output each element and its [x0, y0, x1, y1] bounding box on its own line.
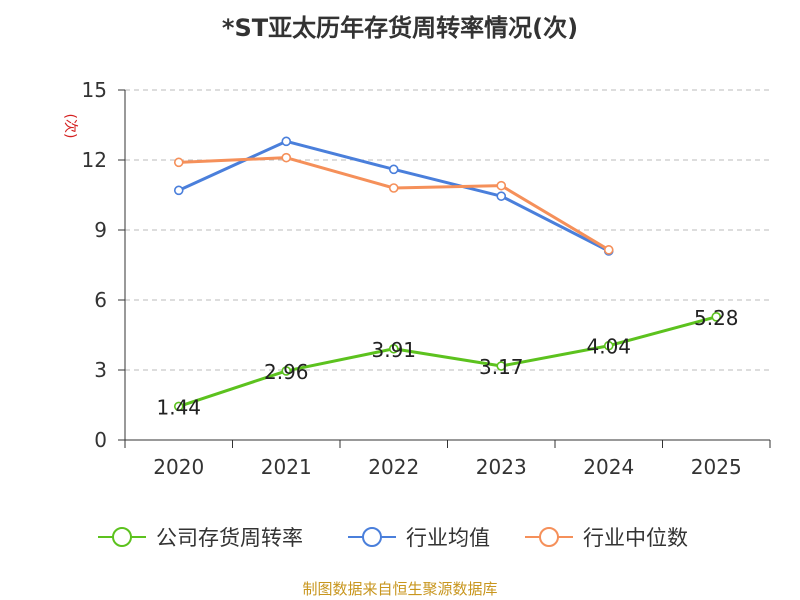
data-labels: 1.44 2.96 3.91 3.17 4.04 5.28 — [156, 306, 738, 420]
series-0-point-2024 — [603, 340, 614, 351]
series-0-data-label-2025: 5.28 — [694, 306, 739, 330]
series-2-point-2020 — [173, 157, 184, 168]
series-2-point-2022 — [388, 183, 399, 193]
series-1-point-2021 — [281, 136, 292, 147]
y-tick-label-12: 12 — [82, 148, 107, 172]
series-0-data-label-2020: 1.44 — [156, 395, 201, 419]
series-0-data-label-2022: 3.91 — [371, 338, 416, 362]
y-axis-unit-label: (次) — [62, 114, 78, 139]
x-tick-label-2023: 2023 — [476, 455, 527, 479]
series-1-line — [178, 139, 610, 253]
axes: 0 3 6 9 12 15 2020 2021 2022 2023 2024 2025 (次) — [62, 78, 771, 479]
legend-label-2: 行业中位数 — [583, 526, 688, 550]
legend: 公司存货周转率 行业均值 行业中位数 — [98, 526, 688, 550]
x-tick-label-2022: 2022 — [368, 455, 419, 479]
y-tick-label-15: 15 — [82, 78, 107, 102]
x-tick-label-2021: 2021 — [261, 455, 312, 479]
legend-marker-1 — [362, 527, 382, 547]
x-tick-label-2025: 2025 — [691, 455, 742, 479]
y-tick-label-0: 0 — [94, 428, 107, 452]
series-1-point-2022 — [388, 164, 399, 175]
legend-marker-0 — [112, 527, 132, 547]
series-1-point-2020 — [173, 185, 184, 196]
series-0-point-2020 — [173, 401, 184, 412]
x-tick-label-2024: 2024 — [583, 455, 634, 479]
series-0-point-2023 — [496, 361, 507, 371]
series-0-data-label-2023: 3.17 — [479, 355, 524, 379]
legend-label-1: 行业均值 — [406, 526, 490, 550]
chart-title: *ST亚太历年存货周转率情况(次) — [221, 14, 579, 42]
series-0-point-2021 — [281, 366, 292, 376]
series-0-point-2025 — [711, 311, 722, 322]
legend-marker-2 — [539, 527, 559, 547]
series-0-data-label-2024: 4.04 — [586, 335, 631, 359]
legend-label-0: 公司存货周转率 — [156, 526, 303, 550]
series-0-line — [178, 315, 717, 408]
series-2-point-2024 — [603, 245, 614, 255]
series-1-point-2023 — [496, 191, 507, 201]
series-2-point-2021 — [281, 152, 292, 163]
x-tick-label-2020: 2020 — [153, 455, 204, 479]
y-tick-label-9: 9 — [94, 218, 107, 242]
y-tick-label-3: 3 — [94, 358, 107, 382]
series-2-point-2023 — [496, 180, 507, 191]
series-0-data-label-2021: 2.96 — [264, 360, 309, 384]
y-tick-label-6: 6 — [94, 288, 107, 312]
series-0-point-2022 — [388, 343, 399, 354]
data-source-note: 制图数据来自恒生聚源数据库 — [302, 580, 498, 598]
series-lines — [173, 136, 722, 412]
